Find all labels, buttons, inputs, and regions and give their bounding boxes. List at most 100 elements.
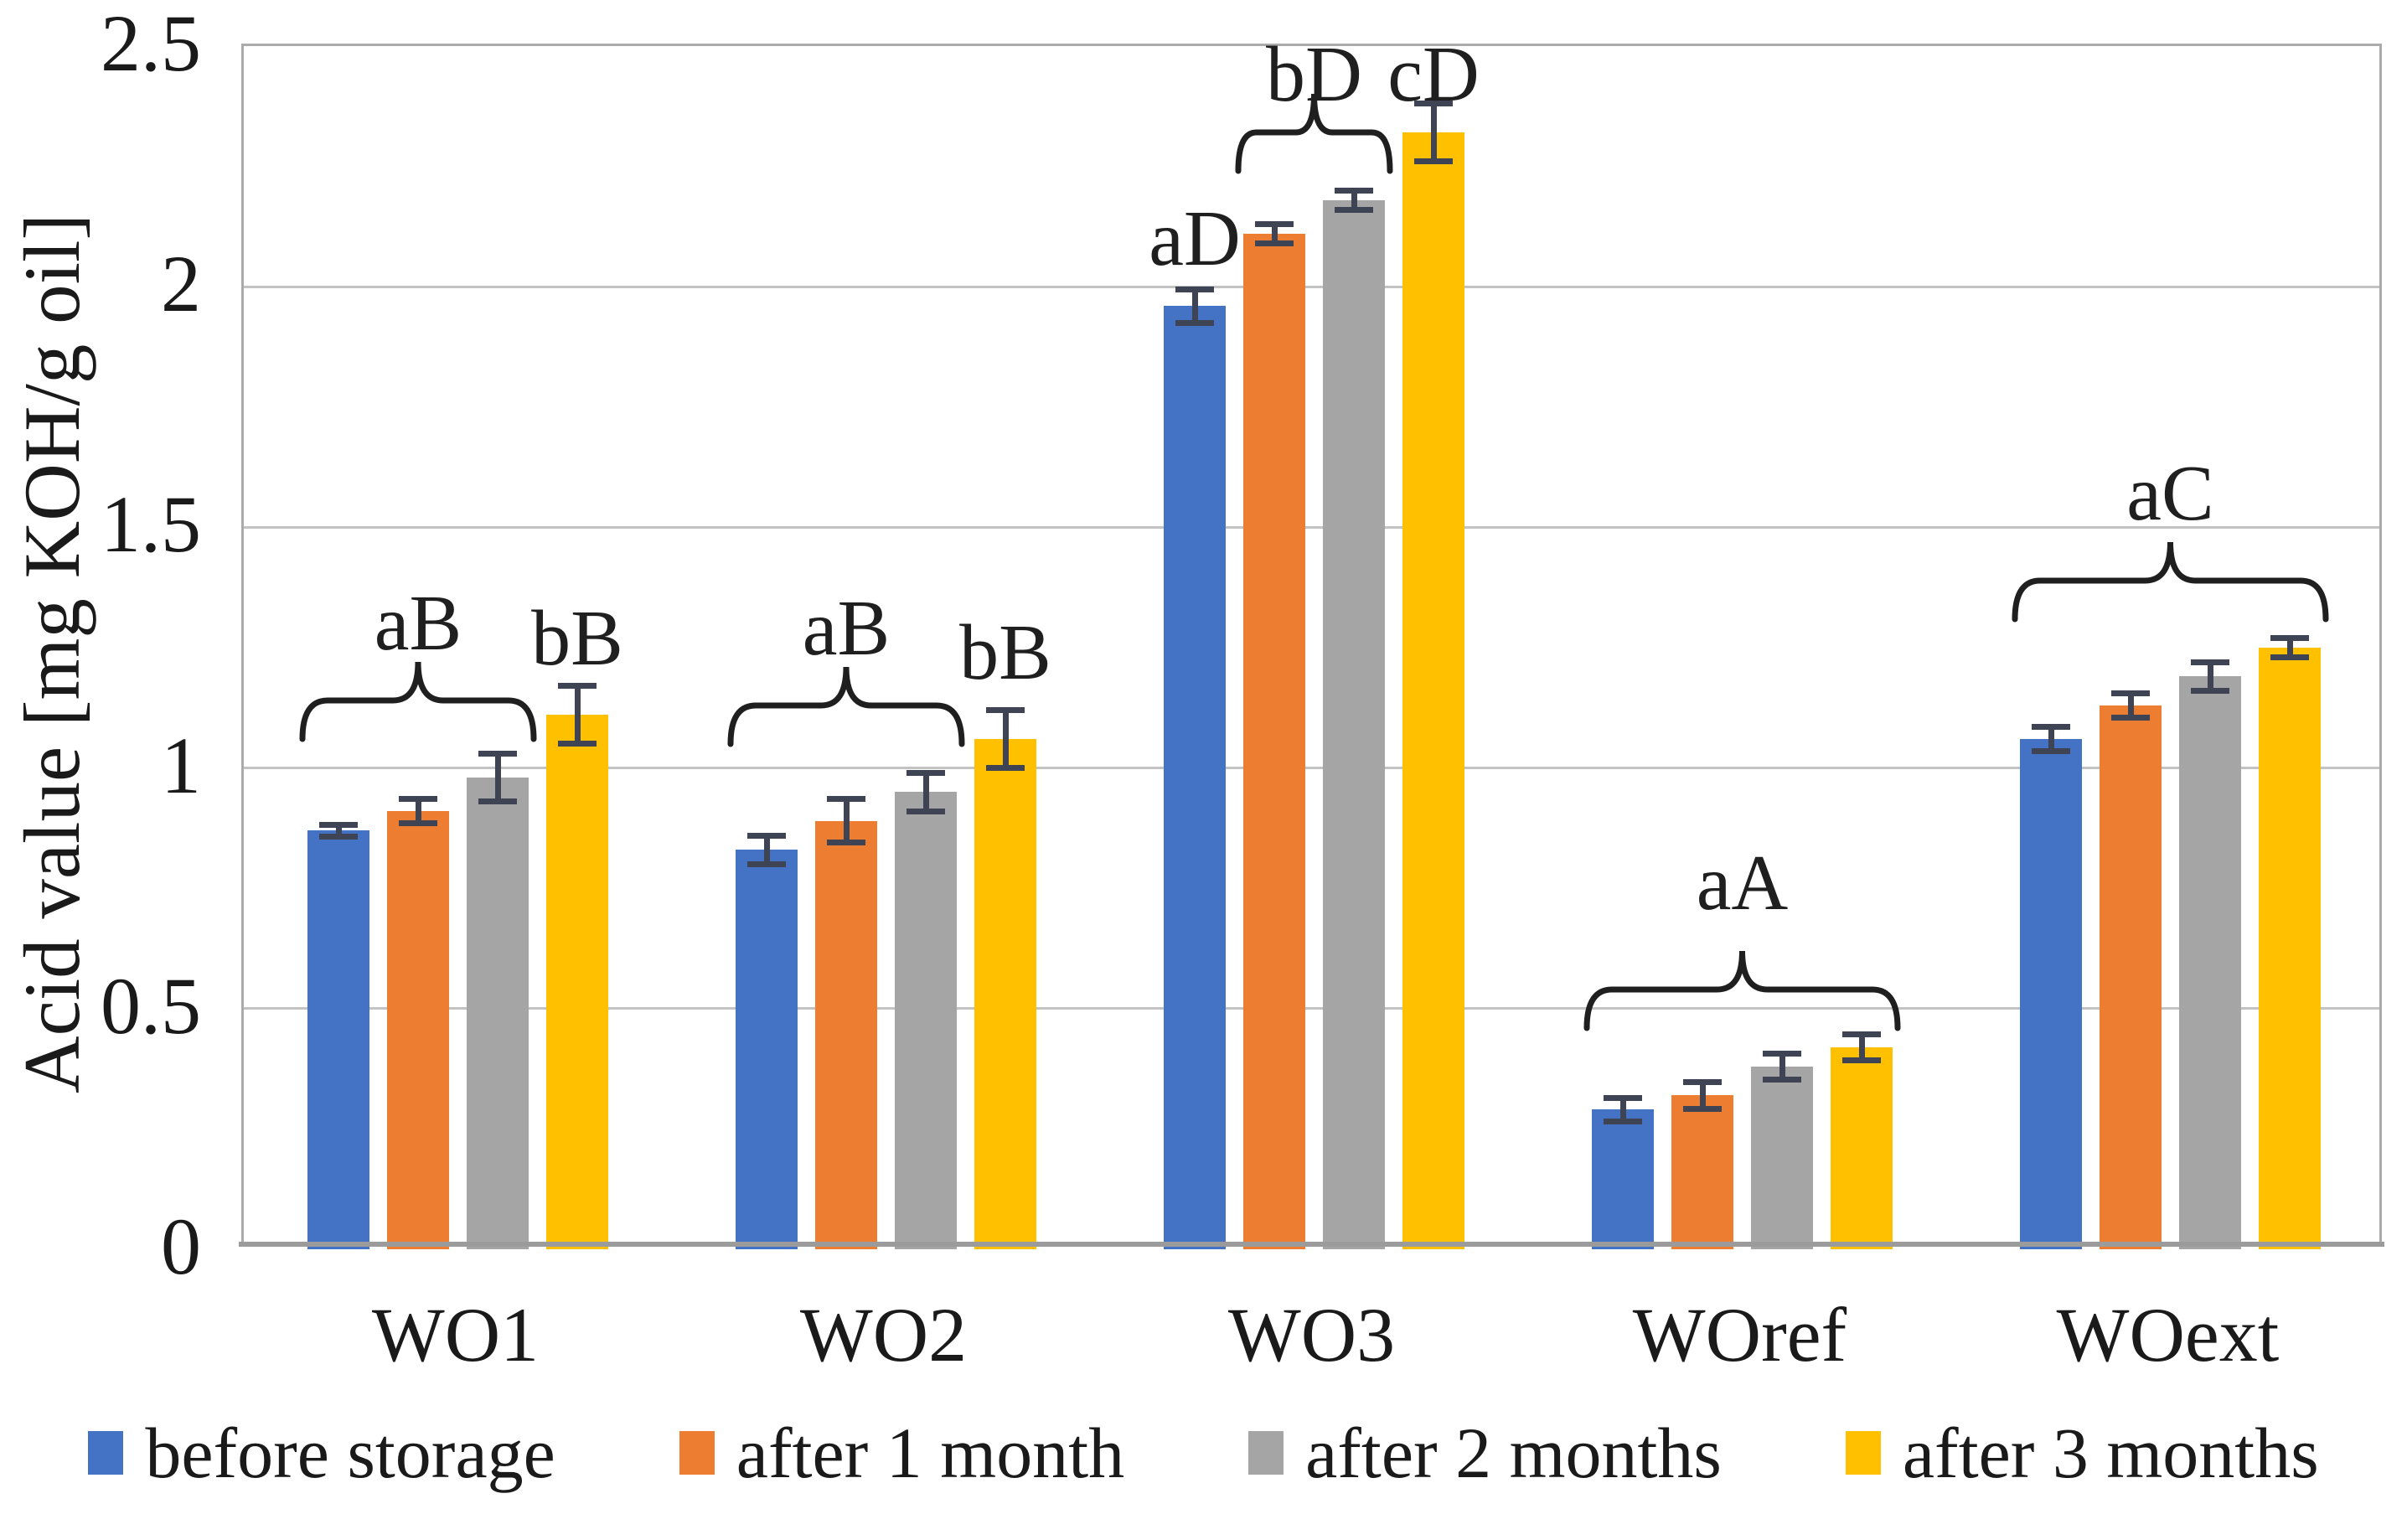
legend-swatch-after-1-month — [679, 1431, 715, 1475]
brace-aB-WO1 — [299, 662, 537, 742]
legend-item-after-3-months: after 3 months — [1845, 1409, 2319, 1496]
annotation-aD-WO3: aD — [1149, 194, 1241, 282]
error-bar-line-WO3-after 3 months — [1430, 103, 1437, 162]
error-bar-cap-top-WO1-before storage — [319, 821, 358, 828]
error-bar-cap-bottom-WO1-before storage — [319, 833, 358, 840]
error-bar-cap-top-WO3-before storage — [1175, 286, 1214, 292]
error-bar-cap-top-WO3-after 3 months — [1414, 101, 1453, 107]
y-tick-2: 2 — [161, 239, 201, 329]
error-bar-cap-top-WOext-after 3 months — [2270, 635, 2309, 641]
error-bar-cap-bottom-WO1-after 3 months — [558, 741, 597, 747]
error-bar-cap-top-WOref-after 2 months — [1763, 1050, 1801, 1057]
annotation-cD-WO3: cD — [1387, 31, 1480, 119]
brace-bD-WO3 — [1235, 94, 1393, 174]
error-bar-cap-top-WO3-after 1 month — [1255, 221, 1294, 228]
legend-label: before storage — [145, 1413, 555, 1493]
error-bar-line-WO2-after 1 month — [843, 798, 850, 843]
bar-WO3-after 2 months — [1323, 199, 1385, 1249]
legend-swatch-after-3-months — [1845, 1431, 1881, 1475]
error-bar-cap-bottom-WO2-after 2 months — [906, 808, 945, 814]
error-bar-cap-bottom-WO2-before storage — [747, 860, 786, 867]
error-bar-line-WO3-after 1 month — [1271, 224, 1278, 244]
annotation-bB-WO2: bB — [959, 608, 1051, 696]
error-bar-cap-top-WOref-after 3 months — [1842, 1031, 1881, 1037]
error-bar-line-WO3-after 2 months — [1351, 190, 1357, 210]
error-bar-line-WO2-after 2 months — [922, 773, 929, 812]
error-bar-line-WOref-after 2 months — [1779, 1053, 1785, 1080]
error-bar-line-WOref-after 1 month — [1699, 1082, 1706, 1109]
bar-WOref-before storage — [1592, 1109, 1654, 1249]
error-bar-line-WOext-after 2 months — [2207, 662, 2213, 691]
legend-label: after 1 month — [736, 1413, 1125, 1493]
annotation-bB-WO1: bB — [531, 594, 623, 682]
error-bar-line-WO1-after 2 months — [494, 753, 501, 802]
error-bar-line-WO1-before storage — [335, 824, 342, 837]
x-label-WO2: WO2 — [799, 1292, 968, 1377]
error-bar-cap-bottom-WOext-before storage — [2032, 747, 2070, 754]
error-bar-line-WO1-after 3 months — [574, 685, 581, 744]
y-tick-1.5: 1.5 — [101, 479, 201, 570]
bar-WO2-after 3 months — [974, 739, 1036, 1249]
annotation-bD-WO3: bD — [1266, 31, 1362, 119]
y-tick-0: 0 — [161, 1202, 201, 1291]
bar-WOref-after 3 months — [1831, 1046, 1893, 1249]
bar-WO3-before storage — [1164, 306, 1226, 1249]
y-tick-2.5: 2.5 — [101, 0, 201, 88]
bar-WO1-after 1 month — [387, 811, 449, 1249]
legend-item-after-2-months: after 2 months — [1248, 1409, 1722, 1496]
bar-WOext-after 2 months — [2179, 676, 2241, 1249]
legend-label: after 2 months — [1305, 1413, 1722, 1493]
bar-WOref-after 2 months — [1751, 1066, 1813, 1249]
gridline-1 — [244, 767, 2379, 770]
y-tick-0.5: 0.5 — [101, 960, 201, 1051]
error-bar-cap-top-WO2-before storage — [747, 832, 786, 839]
legend-swatch-before-storage — [88, 1431, 124, 1475]
bar-WOext-before storage — [2020, 739, 2082, 1249]
error-bar-cap-top-WO1-after 2 months — [478, 750, 517, 757]
brace-aA-WOref — [1583, 950, 1901, 1031]
error-bar-line-WO2-before storage — [763, 835, 770, 865]
error-bar-cap-bottom-WOext-after 3 months — [2270, 654, 2309, 660]
error-bar-cap-bottom-WOref-before storage — [1604, 1119, 1642, 1125]
error-bar-cap-bottom-WO3-after 1 month — [1255, 240, 1294, 246]
bar-WO1-before storage — [307, 830, 369, 1249]
x-label-WO1: WO1 — [371, 1292, 540, 1377]
bar-WO3-after 3 months — [1402, 132, 1464, 1249]
error-bar-cap-top-WO2-after 2 months — [906, 769, 945, 776]
x-axis-line — [239, 1242, 2384, 1247]
error-bar-cap-bottom-WO3-after 3 months — [1414, 158, 1453, 165]
error-bar-cap-bottom-WOext-after 1 month — [2111, 714, 2150, 721]
error-bar-line-WOext-before storage — [2048, 726, 2054, 752]
bar-WO2-before storage — [736, 850, 798, 1249]
bar-WOext-after 3 months — [2259, 648, 2321, 1249]
error-bar-line-WOext-after 3 months — [2286, 638, 2293, 658]
error-bar-line-WOref-before storage — [1619, 1098, 1626, 1122]
error-bar-cap-top-WO1-after 1 month — [399, 796, 437, 803]
x-label-WOext: WOext — [2056, 1292, 2280, 1377]
error-bar-line-WO3-before storage — [1191, 289, 1198, 323]
error-bar-cap-top-WOext-before storage — [2032, 724, 2070, 731]
gridline-0.5 — [244, 1007, 2379, 1010]
legend: before storage after 1 month after 2 mon… — [0, 1409, 2407, 1496]
brace-aB-WO2 — [727, 666, 965, 747]
error-bar-cap-bottom-WO3-before storage — [1175, 319, 1214, 326]
annotation-aB-WO2: aB — [802, 585, 891, 673]
legend-item-before-storage: before storage — [88, 1409, 555, 1496]
error-bar-cap-top-WO3-after 2 months — [1335, 187, 1373, 194]
error-bar-cap-bottom-WO3-after 2 months — [1335, 206, 1373, 213]
error-bar-cap-top-WOext-after 2 months — [2191, 659, 2229, 665]
annotation-aB-WO1: aB — [374, 580, 462, 668]
x-label-WO3: WO3 — [1227, 1292, 1396, 1377]
error-bar-cap-top-WO2-after 3 months — [986, 707, 1025, 714]
error-bar-cap-top-WO2-after 1 month — [827, 796, 865, 803]
error-bar-line-WO2-after 3 months — [1002, 710, 1009, 768]
gridline-2 — [244, 285, 2379, 288]
error-bar-cap-bottom-WO1-after 1 month — [399, 820, 437, 827]
y-tick-1: 1 — [161, 720, 201, 810]
error-bar-line-WOext-after 1 month — [2127, 693, 2134, 718]
bar-WOref-after 1 month — [1671, 1095, 1733, 1249]
error-bar-cap-bottom-WOref-after 3 months — [1842, 1057, 1881, 1063]
error-bar-cap-bottom-WOref-after 1 month — [1683, 1105, 1722, 1112]
x-label-WOref: WOref — [1632, 1292, 1847, 1377]
